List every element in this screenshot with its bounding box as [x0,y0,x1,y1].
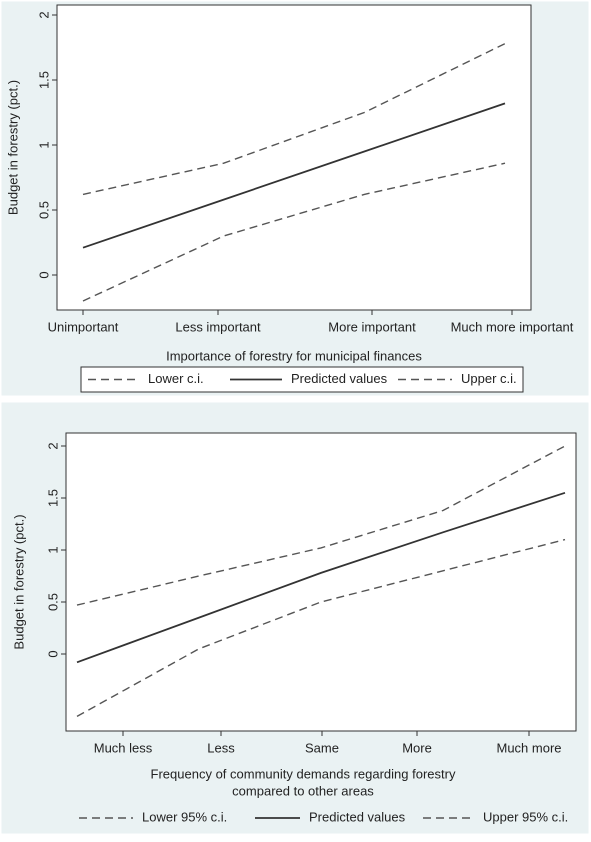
legend-label-3: Upper c.i. [461,371,517,386]
y-tick-label: 1.5 [36,71,51,89]
x-axis-label: compared to other areas [232,783,374,798]
y-tick-label: 1.5 [45,489,60,507]
x-tick-label: More important [328,319,416,334]
y-tick-label: 0 [45,650,60,657]
series-line-2 [82,102,506,249]
x-tick-label: Much more [496,740,561,755]
series-line-1 [82,162,506,302]
plot-area [56,4,532,311]
x-axis-label: Frequency of community demands regarding… [151,766,456,781]
legend-label-1: Lower c.i. [148,371,204,386]
legend-label-2: Predicted values [291,371,388,386]
x-tick-label: Much more important [451,319,574,334]
y-tick-label: 0.5 [45,593,60,611]
series-line-3 [76,445,566,606]
legend-box [80,366,524,393]
x-tick-label: Unimportant [48,319,119,334]
x-tick-label: Much less [94,740,153,755]
series-line-2 [76,491,566,664]
y-tick-label: 0.5 [36,201,51,219]
y-tick-label: 2 [36,11,51,18]
series-line-3 [82,42,506,196]
series-line-1 [76,538,566,718]
y-tick-label: 1 [45,546,60,553]
legend-label-1: Lower 95% c.i. [142,809,227,824]
chart-2: 0 0.5 1 1.5 2 Budget in forestry (pct.) Much l… [1,402,589,834]
x-axis-label: Importance of forestry for municipal fin… [166,348,422,363]
legend-label-3: Upper 95% c.i. [483,809,568,824]
chart-1: 0 0.5 1 1.5 2 Budget in forestry (pct.) Unimpo… [1,1,589,396]
x-tick-label: More [402,740,432,755]
x-tick-label: Less [207,740,235,755]
y-tick-label: 1 [36,141,51,148]
legend-label-2: Predicted values [309,809,406,824]
y-tick-label: 0 [36,271,51,278]
plot-area [65,432,577,732]
x-tick-label: Same [305,740,339,755]
y-axis-label: Budget in forestry (pct.) [5,80,20,215]
y-tick-label: 2 [45,442,60,449]
x-tick-label: Less important [175,319,261,334]
y-axis-label: Budget in forestry (pct.) [11,514,26,649]
